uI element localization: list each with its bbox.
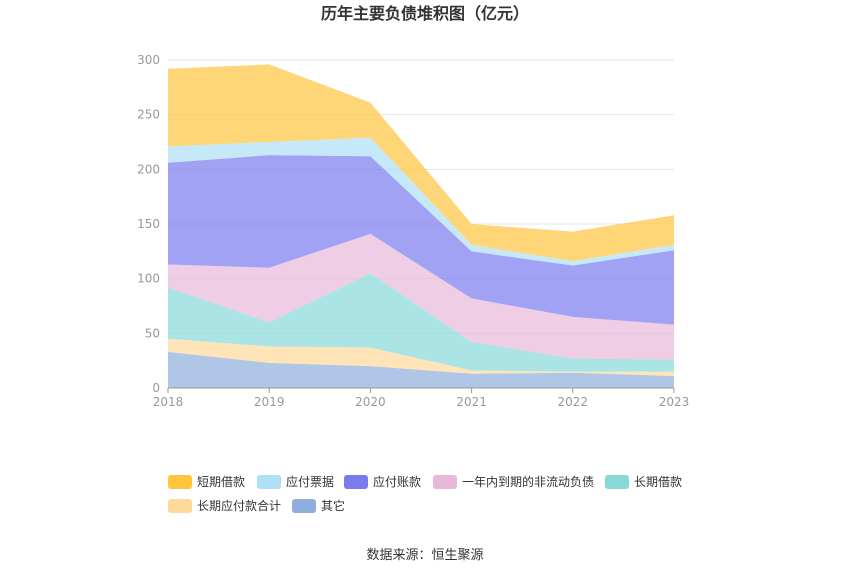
legend-swatch — [605, 475, 629, 489]
series-area — [168, 155, 674, 325]
legend-label: 其它 — [321, 498, 345, 513]
x-tick-label: 2023 — [659, 395, 690, 409]
area-series — [168, 64, 674, 388]
source-note: 数据来源：恒生聚源 — [366, 548, 483, 563]
legend-label: 长期应付款合计 — [197, 498, 281, 513]
chart-title: 历年主要负债堆积图（亿元） — [321, 4, 529, 23]
legend-swatch — [168, 475, 192, 489]
legend-swatch — [257, 475, 281, 489]
series-area — [168, 273, 674, 372]
legend-label: 应付票据 — [286, 474, 334, 489]
y-tick-label: 150 — [137, 217, 160, 231]
axes: 0 50 100 150 200 250 300 2018 2019 2020 2021 2022 20… — [137, 53, 689, 409]
y-tick-label: 250 — [137, 108, 160, 122]
series-area — [168, 233, 674, 360]
x-tick-label: 2018 — [153, 395, 184, 409]
x-tick-label: 2020 — [355, 395, 386, 409]
y-tick-label: 300 — [137, 53, 160, 67]
legend-label: 长期借款 — [634, 475, 682, 489]
y-tick-label: 100 — [137, 272, 160, 286]
legend-label: 短期借款 — [197, 475, 245, 489]
legend-swatch — [433, 475, 457, 489]
x-tick-label: 2021 — [456, 395, 487, 409]
y-tick-label: 50 — [145, 326, 160, 340]
legend-label: 一年内到期的非流动负债 — [462, 474, 594, 489]
legend-label: 应付账款 — [373, 474, 421, 489]
series-area — [168, 351, 674, 388]
series-area — [168, 338, 674, 376]
x-tick-label: 2019 — [254, 395, 285, 409]
legend-swatch — [292, 499, 316, 513]
series-area — [168, 64, 674, 262]
x-tick-label: 2022 — [558, 395, 589, 409]
y-tick-label: 200 — [137, 162, 160, 176]
y-tick-label: 0 — [152, 381, 160, 395]
legend-swatch — [344, 475, 368, 489]
series-area — [168, 137, 674, 266]
legend-swatch — [168, 499, 192, 513]
